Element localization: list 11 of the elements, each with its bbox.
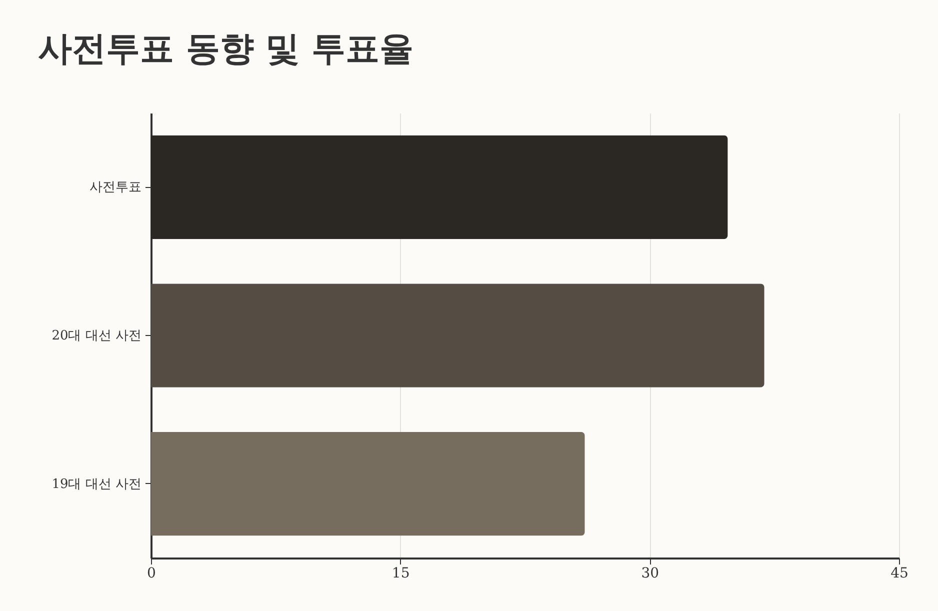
x-tick-label: 0 (147, 566, 156, 582)
y-tick-label: 20대 대선 사전 (52, 328, 142, 344)
chart-title: 사전투표 동향 및 투표율 (38, 28, 414, 71)
bar (151, 432, 585, 536)
y-tick-label: 사전투표 (90, 180, 142, 196)
y-tick-label: 19대 대선 사전 (52, 476, 142, 492)
bar (151, 284, 764, 388)
x-tick-label: 45 (890, 566, 908, 582)
x-tick-label: 15 (392, 566, 410, 582)
x-tick-label: 30 (641, 566, 660, 582)
bar (151, 135, 728, 240)
